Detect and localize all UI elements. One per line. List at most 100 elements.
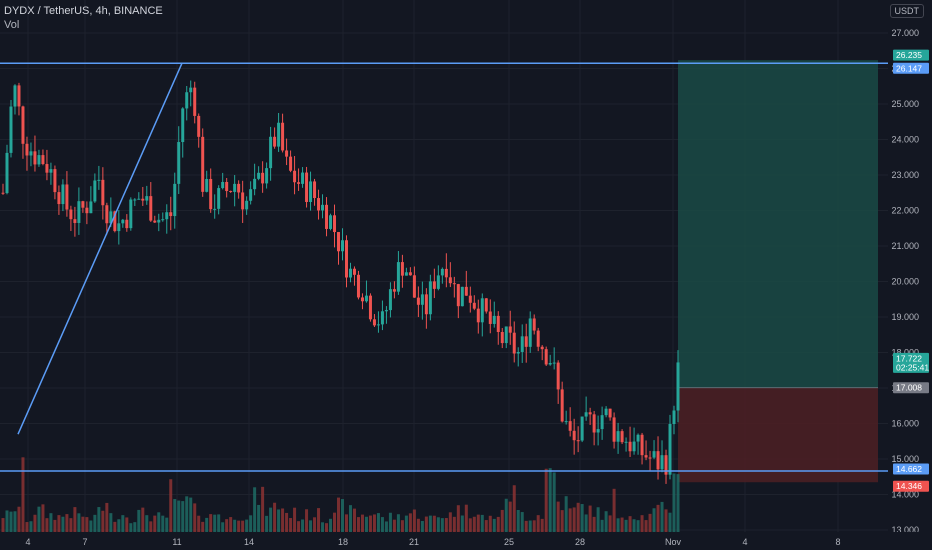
candle-down [149, 196, 153, 221]
volume-bar [97, 507, 101, 532]
volume-bar [209, 514, 213, 532]
volume-bar [149, 521, 153, 532]
candle-down [412, 275, 416, 298]
volume-bar [85, 517, 89, 532]
volume-bar [301, 519, 305, 532]
candle-up [49, 169, 53, 173]
volume-bar [169, 479, 173, 532]
time-tick-label: Nov [665, 537, 682, 547]
volume-bar [197, 515, 201, 532]
candle-up [233, 183, 237, 192]
volume-bar [652, 508, 656, 532]
candle-up [5, 152, 9, 194]
candle-down [400, 262, 404, 276]
volume-bar [25, 522, 29, 532]
candle-down [424, 294, 428, 315]
volume-bar [348, 505, 352, 532]
candle-down [229, 191, 233, 193]
descending-trend-line[interactable] [17, 62, 183, 435]
candle-down [612, 417, 616, 442]
candle-down [644, 455, 648, 458]
candle-up [624, 441, 628, 443]
candle-down [105, 205, 109, 224]
candle-up [205, 178, 209, 192]
volume-bar [364, 516, 368, 532]
volume-bar [137, 509, 141, 532]
time-axis[interactable]: 4 7 11 14 18 21 25 28 Nov 4 8 [0, 532, 932, 550]
price-tag-label: 26.235 [896, 50, 922, 60]
price-tag-label: 26.147 [896, 63, 922, 73]
volume-legend[interactable]: Vol [4, 19, 20, 31]
volume-bar [500, 509, 504, 532]
candle-down [356, 274, 360, 298]
candle-down [488, 311, 492, 324]
candle-down [484, 298, 488, 312]
volume-bar [229, 517, 233, 532]
candle-down [508, 326, 512, 333]
candle-down [273, 136, 277, 147]
volume-bar [668, 512, 672, 532]
volume-bar [588, 505, 592, 532]
price-axis[interactable]: 13.00014.00015.00016.00017.00018.00019.0… [888, 0, 932, 550]
volume-bar [372, 514, 376, 532]
volume-bar [213, 514, 217, 532]
price-tick-label: 16.000 [891, 419, 919, 429]
symbol-title[interactable]: DYDX / TetherUS, 4h, BINANCE [4, 5, 163, 17]
candle-up [301, 172, 305, 184]
time-axis-bg [0, 532, 932, 550]
volume-bar [636, 520, 640, 532]
candle-down [113, 211, 117, 232]
candle-down [588, 412, 592, 415]
candle-up [165, 212, 169, 220]
volume-bar [157, 512, 161, 532]
candle-down [556, 362, 560, 390]
volume-bar [580, 504, 584, 532]
candle-down [656, 451, 660, 470]
volume-bar [265, 515, 269, 532]
candle-up [504, 326, 508, 344]
volume-bar [388, 512, 392, 532]
volume-bar [492, 518, 496, 532]
volume-bar [632, 519, 636, 532]
candle-up [29, 151, 33, 156]
volume-bar [612, 488, 616, 532]
price-tag [893, 463, 929, 475]
candle-up [580, 416, 584, 441]
candle-down [568, 421, 572, 431]
candle-up [177, 142, 181, 184]
candle-up [596, 429, 600, 433]
candle-up [440, 268, 444, 276]
volume-bar [464, 504, 468, 532]
price-tag-label: 14.662 [896, 464, 922, 474]
price-tag [893, 480, 929, 492]
volume-bar [628, 516, 632, 532]
volume-bar [396, 514, 400, 532]
horizontal-levels[interactable] [0, 62, 888, 472]
candle-down [592, 414, 596, 433]
candle-up [600, 415, 604, 430]
volume-bar [536, 515, 540, 532]
candle-down [33, 151, 37, 165]
candle-down [201, 136, 205, 192]
price-tick-label: 13.000 [891, 525, 919, 535]
currency-button[interactable]: USDT [889, 4, 924, 18]
candle-down [281, 122, 285, 151]
time-tick-label: 14 [244, 537, 254, 547]
volume-bar [145, 515, 149, 532]
volume-bar [584, 514, 588, 532]
candle-down [416, 297, 420, 305]
candle-down [261, 172, 265, 184]
volume-bar [540, 518, 544, 532]
volume-bar [33, 514, 37, 532]
candle-down [432, 281, 436, 289]
volume-bar [592, 516, 596, 532]
candle-up [632, 441, 636, 452]
volume-bar [313, 517, 317, 532]
volume-bar [496, 516, 500, 532]
volume-bar [532, 520, 536, 532]
volume-bar [185, 496, 189, 532]
candle-up [428, 281, 432, 315]
trend-line-group[interactable] [17, 62, 183, 435]
candle-down [392, 289, 396, 292]
